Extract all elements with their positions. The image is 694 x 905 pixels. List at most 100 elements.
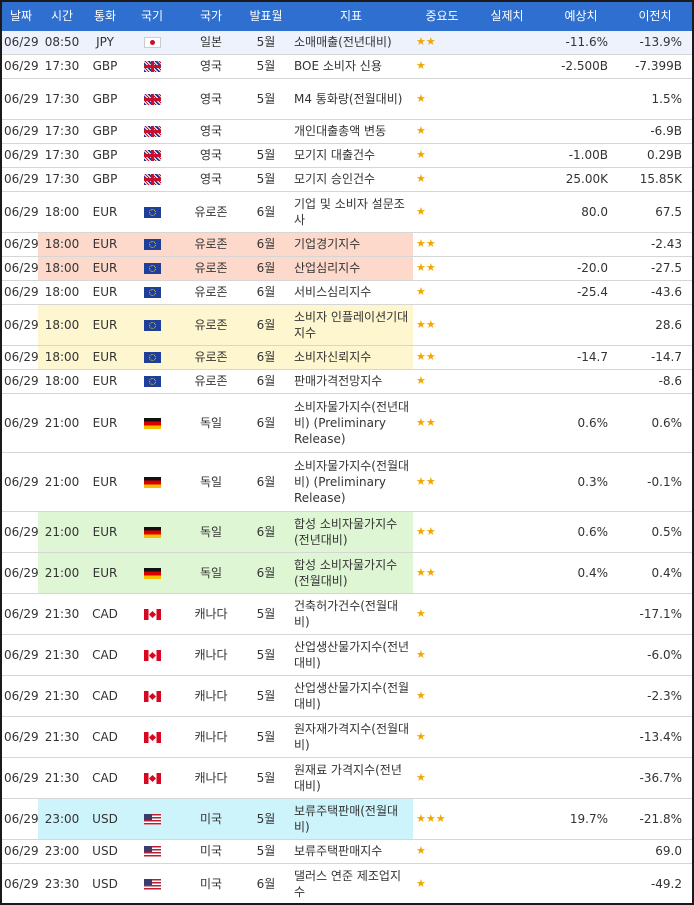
table-header-row: 날짜 시간 통화 국기 국가 발표월 지표 중요도 실제치 예상치 이전치 [2,2,692,31]
germany-flag-icon [143,526,161,538]
row-actual [470,78,544,120]
header-release-month[interactable]: 발표월 [244,2,288,31]
row-date: 06/29 [2,119,40,144]
row-date: 06/29 [2,552,40,594]
uk-flag-icon [143,174,161,185]
table-row[interactable]: 06/29 17:30 GBP 영국 5월 모기지 승인건수 ★ 25.00K 15.85K [2,167,692,192]
header-forecast[interactable]: 예상치 [544,2,618,31]
header-indicator[interactable]: 지표 [288,2,414,31]
row-indicator: 개인대출총액 변동 [288,119,414,144]
row-previous: -49.2 [618,863,692,903]
row-currency: EUR [84,256,126,281]
row-forecast: -20.0 [544,256,618,281]
germany-flag-icon [143,567,161,579]
table-row[interactable]: 06/29 21:30 CAD 캐나다 5월 산업생산물가지수(전년대비) ★ -6.0% [2,634,692,676]
row-actual [470,757,544,799]
row-indicator: 기업경기지수 [288,232,414,257]
row-release-month: 5월 [244,78,288,120]
table-row[interactable]: 06/29 08:50 JPY 일본 5월 소매매출(전년대비) ★★ -11.6% -13.9… [2,30,692,55]
row-country: 영국 [178,143,244,168]
uk-flag-icon [143,126,161,137]
row-country: 영국 [178,167,244,192]
row-flag-cell [126,863,178,903]
header-date[interactable]: 날짜 [2,2,40,31]
header-flag[interactable]: 국기 [126,2,178,31]
row-country: 영국 [178,54,244,79]
table-row[interactable]: 06/29 18:00 EUR 유로존 6월 소비자 인플레이션기대지수 ★★ 28.6 [2,304,692,346]
table-row[interactable]: 06/29 23:00 USD 미국 5월 보류주택판매지수 ★ 69.0 [2,839,692,864]
row-country: 캐나다 [178,757,244,799]
row-currency: USD [84,798,126,840]
row-currency: CAD [84,593,126,635]
canada-flag-icon [143,772,161,784]
table-row[interactable]: 06/29 21:30 CAD 캐나다 5월 산업생산물가지수(전월대비) ★ -2.3% [2,675,692,717]
row-time: 21:30 [40,757,84,799]
row-previous: -27.5 [618,256,692,281]
header-country[interactable]: 국가 [178,2,244,31]
row-date: 06/29 [2,143,40,168]
row-country: 캐나다 [178,675,244,717]
table-row[interactable]: 06/29 17:30 GBP 영국 개인대출총액 변동 ★ -6.9B [2,119,692,144]
row-indicator: 원자재가격지수(전월대비) [288,716,414,758]
row-actual [470,716,544,758]
row-previous: 0.4% [618,552,692,594]
header-importance[interactable]: 중요도 [414,2,470,31]
table-row[interactable]: 06/29 23:30 USD 미국 6월 댈러스 연준 제조업지수 ★ -49.2 [2,863,692,903]
row-previous: -43.6 [618,280,692,305]
header-time[interactable]: 시간 [40,2,84,31]
row-flag-cell [126,256,178,281]
row-release-month: 6월 [244,345,288,370]
row-indicator: 소비자물가지수(전년대비) (Preliminary Release) [288,393,414,453]
row-country: 유로존 [178,345,244,370]
row-release-month: 6월 [244,280,288,305]
table-row[interactable]: 06/29 21:00 EUR 독일 6월 합성 소비자물가지수(전월대비) ★★ 0.4% 0… [2,552,692,594]
table-row[interactable]: 06/29 18:00 EUR 유로존 6월 기업경기지수 ★★ -2.43 [2,232,692,257]
table-row[interactable]: 06/29 17:30 GBP 영국 5월 M4 통화량(전월대비) ★ 1.5% [2,78,692,120]
row-country: 미국 [178,863,244,903]
row-release-month: 6월 [244,304,288,346]
table-row[interactable]: 06/29 21:30 CAD 캐나다 5월 건축허가건수(전월대비) ★ -17.1% [2,593,692,635]
row-time: 18:00 [40,280,84,305]
row-importance-stars: ★★ [414,232,470,257]
table-row[interactable]: 06/29 17:30 GBP 영국 5월 BOE 소비자 신용 ★ -2.500B -7.39… [2,54,692,79]
table-row[interactable]: 06/29 18:00 EUR 유로존 6월 서비스심리지수 ★ -25.4 -43.6 [2,280,692,305]
table-row[interactable]: 06/29 17:30 GBP 영국 5월 모기지 대출건수 ★ -1.00B 0.29B [2,143,692,168]
row-date: 06/29 [2,304,40,346]
header-actual[interactable]: 실제치 [470,2,544,31]
row-previous: -8.6 [618,369,692,394]
row-importance-stars: ★★★ [414,798,470,840]
table-row[interactable]: 06/29 21:30 CAD 캐나다 5월 원재료 가격지수(전년대비) ★ -36.7% [2,757,692,799]
row-flag-cell [126,757,178,799]
row-importance-stars: ★ [414,143,470,168]
row-date: 06/29 [2,345,40,370]
row-time: 18:00 [40,304,84,346]
row-time: 18:00 [40,232,84,257]
table-row[interactable]: 06/29 21:00 EUR 독일 6월 합성 소비자물가지수(전년대비) ★★ 0.6% 0… [2,511,692,553]
table-row[interactable]: 06/29 23:00 USD 미국 5월 보류주택판매(전월대비) ★★★ 19.7% -21… [2,798,692,840]
row-currency: EUR [84,280,126,305]
row-date: 06/29 [2,30,40,55]
row-forecast [544,78,618,120]
row-importance-stars: ★★ [414,304,470,346]
header-currency[interactable]: 통화 [84,2,126,31]
table-row[interactable]: 06/29 18:00 EUR 유로존 6월 산업심리지수 ★★ -20.0 -27.5 [2,256,692,281]
table-row[interactable]: 06/29 21:30 CAD 캐나다 5월 원자재가격지수(전월대비) ★ -13.4% [2,716,692,758]
table-row[interactable]: 06/29 21:00 EUR 독일 6월 소비자물가지수(전년대비) (Prelimin… [2,393,692,453]
row-date: 06/29 [2,634,40,676]
row-previous: -2.43 [618,232,692,257]
table-row[interactable]: 06/29 18:00 EUR 유로존 6월 기업 및 소비자 설문조사 ★ 80.0 67.5 [2,191,692,233]
table-row[interactable]: 06/29 21:00 EUR 독일 6월 소비자물가지수(전월대비) (Prelimin… [2,452,692,512]
eu-flag-icon [143,263,161,274]
row-indicator: 합성 소비자물가지수(전년대비) [288,511,414,553]
row-country: 캐나다 [178,593,244,635]
canada-flag-icon [143,649,161,661]
header-previous[interactable]: 이전치 [618,2,692,31]
table-row[interactable]: 06/29 18:00 EUR 유로존 6월 판매가격전망지수 ★ -8.6 [2,369,692,394]
row-indicator: 산업생산물가지수(전월대비) [288,675,414,717]
row-date: 06/29 [2,191,40,233]
table-row[interactable]: 06/29 18:00 EUR 유로존 6월 소비자신뢰지수 ★★ -14.7 -14.7 [2,345,692,370]
row-release-month [244,119,288,144]
row-currency: USD [84,863,126,903]
row-country: 미국 [178,798,244,840]
eu-flag-icon [143,287,161,298]
